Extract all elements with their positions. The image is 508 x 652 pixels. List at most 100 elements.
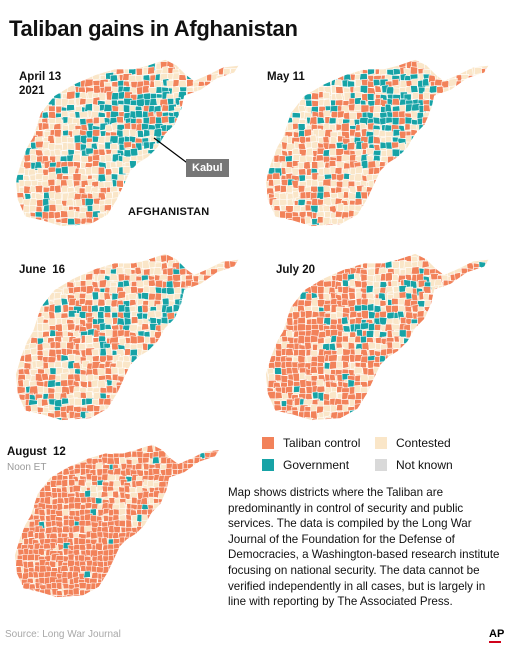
district [111,92,120,101]
district [384,103,393,114]
district [348,292,356,301]
district [392,341,401,349]
district [89,484,97,494]
district [72,525,80,533]
district [54,222,62,227]
district [298,105,306,113]
district [391,98,401,106]
district [340,122,350,132]
district [117,290,127,300]
district [123,141,132,149]
district [116,179,124,188]
district [386,311,395,320]
district [84,502,93,510]
district [28,204,37,213]
district [111,366,119,375]
district [378,331,388,339]
district [60,210,69,218]
district [129,129,137,138]
district [384,162,393,171]
district [15,559,24,567]
district [327,354,338,362]
district [423,318,433,328]
district [411,103,421,112]
district [123,485,131,494]
country-border [15,59,240,227]
district [310,92,319,100]
district [78,582,88,590]
district [163,475,172,482]
district [112,479,121,488]
district [359,373,370,383]
district [158,502,167,510]
district [328,360,339,370]
district [116,317,126,326]
district [317,116,326,125]
district [60,372,69,381]
district [216,74,225,84]
district [399,153,409,161]
district [409,66,418,75]
district [34,184,44,193]
district [137,130,145,138]
map-panel-july: July 20 [254,240,504,430]
district [292,190,300,199]
district [311,100,319,108]
district [441,80,450,89]
district [38,548,45,557]
district [328,117,337,125]
district [141,323,150,331]
district [367,66,375,76]
district [105,347,113,356]
district [56,502,64,512]
district [410,85,419,93]
page-title: Taliban gains in Afghanistan [9,16,298,41]
district [97,298,106,307]
district [278,409,287,419]
district [49,560,57,568]
district [57,543,64,551]
district [109,285,118,295]
district [61,397,69,405]
district [311,310,320,318]
district [322,196,332,207]
district [47,111,57,119]
district [54,360,63,368]
legend-item-government: Government [262,458,349,472]
district [129,147,139,157]
district [79,544,87,551]
district [141,457,150,464]
district [105,354,114,362]
district [143,336,151,344]
district [311,418,319,421]
district [311,140,319,150]
district [271,172,281,181]
district [56,537,65,545]
district [205,85,215,94]
district [95,497,103,505]
country-label: AFGHANISTAN [128,206,210,218]
district [92,203,101,212]
district [384,285,394,293]
district [341,417,349,421]
district [72,173,82,182]
district [42,342,52,350]
district [66,594,74,598]
district [365,329,375,339]
district [434,78,443,87]
district [194,463,202,473]
district [330,418,339,421]
district [103,397,112,406]
afghanistan-map-april [15,59,240,227]
district [366,259,377,269]
district [118,502,126,510]
district [391,348,399,357]
district [360,191,368,200]
district [385,271,393,282]
district [366,93,375,101]
district [83,589,91,598]
district [111,167,120,175]
ap-logo-bar [489,641,501,643]
district [134,267,143,276]
district [442,92,451,101]
